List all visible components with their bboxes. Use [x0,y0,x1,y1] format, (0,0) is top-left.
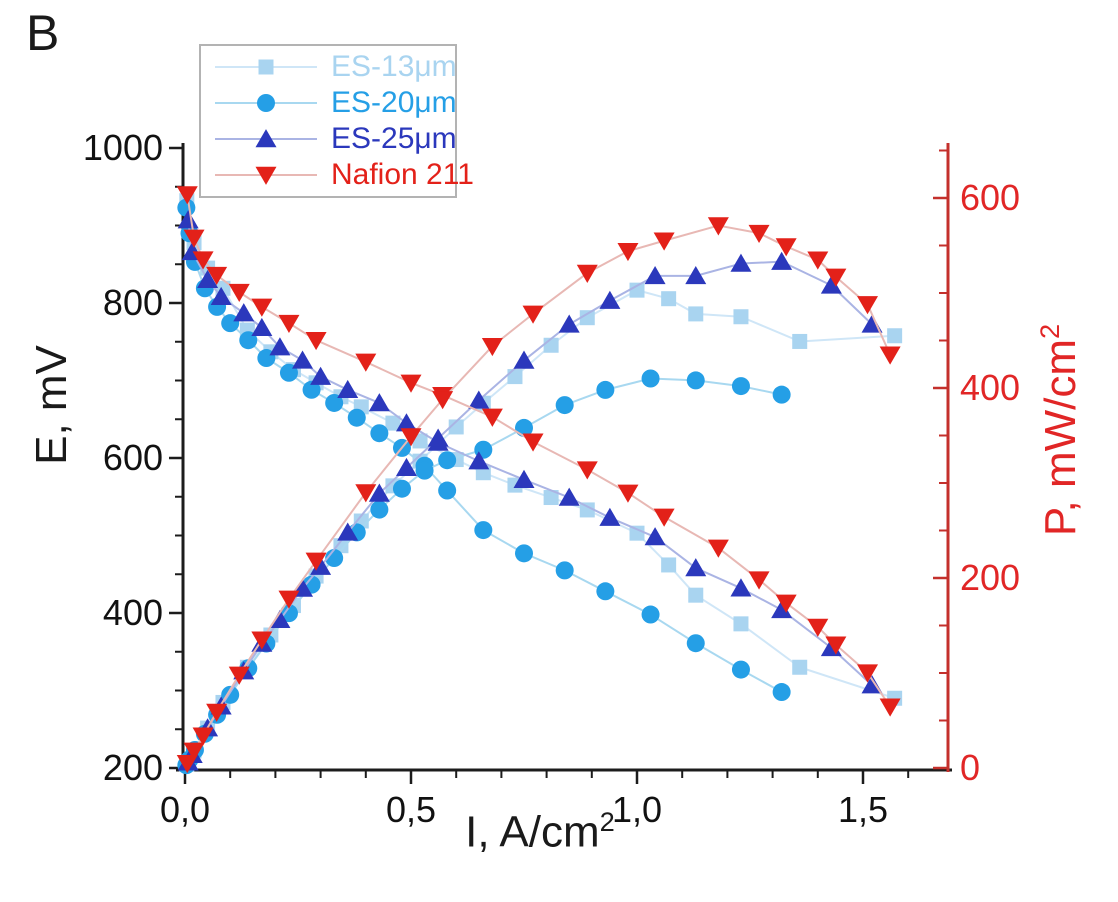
right-axis-title: P, mW/cm2 [1034,324,1086,536]
x-axis-title-text: I, A/cm [465,807,600,857]
legend-marker-es-20um [215,94,317,112]
right-axis-title-sup: 2 [1034,323,1066,339]
legend-marker-es-25um [215,129,317,148]
svg-text:1,5: 1,5 [838,789,888,830]
series-es-25-m-power-curve [177,251,883,771]
series-nafion-211-power-curve [176,217,901,774]
legend-item-es-20um: ES-20μm [201,86,457,120]
right-y-axis: 0 200 400 600 [933,143,1020,788]
legend-label-es-25um: ES-25μm [331,122,457,155]
legend-item-es-25um: ES-25μm [201,122,457,156]
svg-text:400: 400 [960,367,1020,408]
legend: ES-13μm ES-20μm ES-25μm Nafion 211 [199,44,474,198]
legend-label-nafion-211: Nafion 211 [331,158,474,191]
svg-text:0,5: 0,5 [386,789,436,830]
legend-label-es-13um: ES-13μm [331,50,457,83]
svg-text:1000: 1000 [83,127,163,168]
x-axis-title-sup: 2 [599,806,615,837]
left-axis-title-text: E, mV [27,345,76,465]
x-axis: 0,0 0,5 1,0 1,5 [160,768,952,830]
legend-marker-nafion-211 [215,166,317,185]
right-axis-title-text: P, mW/cm [1035,338,1085,537]
svg-text:200: 200 [103,747,163,788]
svg-text:1,0: 1,0 [612,789,662,830]
left-y-axis: 200 400 600 800 1000 [83,127,185,788]
x-axis-title: I, A/cm2 [465,806,615,858]
svg-text:200: 200 [960,557,1020,598]
legend-marker-es-13um [215,59,317,75]
legend-item-nafion-211: Nafion 211 [201,158,474,192]
series-es-13-m-power-curve [179,282,903,772]
left-axis-title: E, mV [27,345,77,465]
panel-label: B [26,5,60,61]
svg-text:0: 0 [960,747,980,788]
svg-text:0,0: 0,0 [160,789,210,830]
svg-text:600: 600 [960,177,1020,218]
legend-item-es-13um: ES-13μm [201,50,457,84]
svg-text:800: 800 [103,282,163,323]
series-nafion-211-voltage-curve [176,186,901,717]
series-es-13-m-voltage-curve [179,193,903,706]
svg-text:400: 400 [103,592,163,633]
legend-label-es-20um: ES-20μm [331,86,457,119]
svg-text:600: 600 [103,437,163,478]
